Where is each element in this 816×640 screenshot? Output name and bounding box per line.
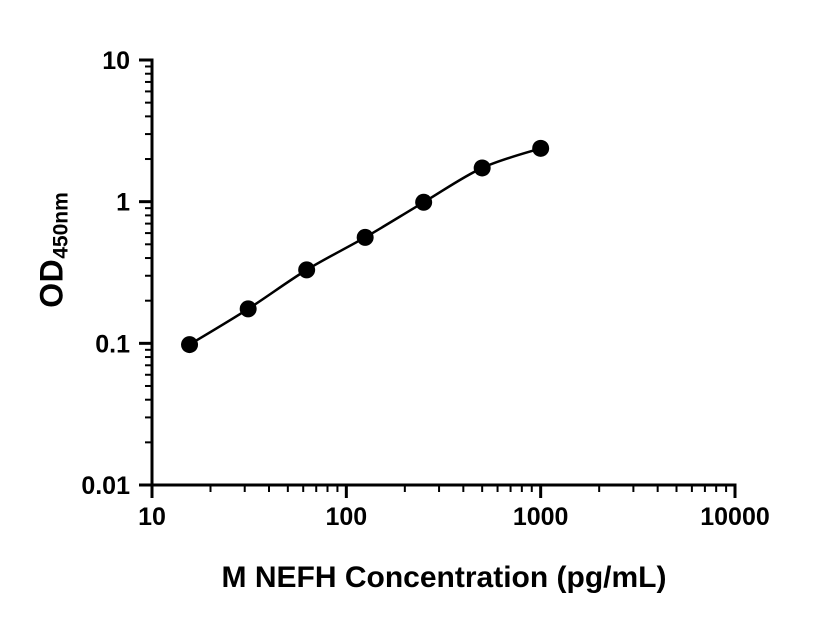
x-axis-label: M NEFH Concentration (pg/mL)	[221, 561, 667, 594]
data-point-marker	[298, 261, 316, 279]
y-axis-tick-label: 1	[116, 189, 130, 217]
y-axis-label: OD450nm	[33, 192, 73, 308]
x-axis-tick-label: 10	[138, 503, 166, 531]
y-axis-label-main: OD	[33, 258, 70, 308]
data-point-marker	[473, 159, 491, 177]
data-point-marker	[239, 300, 257, 318]
data-point-marker	[356, 228, 374, 246]
standard-curve-line	[188, 147, 542, 346]
y-axis-tick-label: 0.1	[95, 330, 130, 358]
data-point-marker	[181, 336, 199, 354]
y-axis-tick-label: 0.01	[81, 472, 130, 500]
x-axis-tick-label: 10000	[700, 503, 770, 531]
y-axis-tick-label: 10	[102, 47, 130, 75]
x-axis-tick-label: 1000	[513, 503, 569, 531]
data-point-marker	[415, 193, 433, 211]
y-axis-label-sub: 450nm	[49, 192, 73, 259]
x-axis-tick-label: 100	[325, 503, 367, 531]
data-point-marker	[532, 139, 550, 157]
